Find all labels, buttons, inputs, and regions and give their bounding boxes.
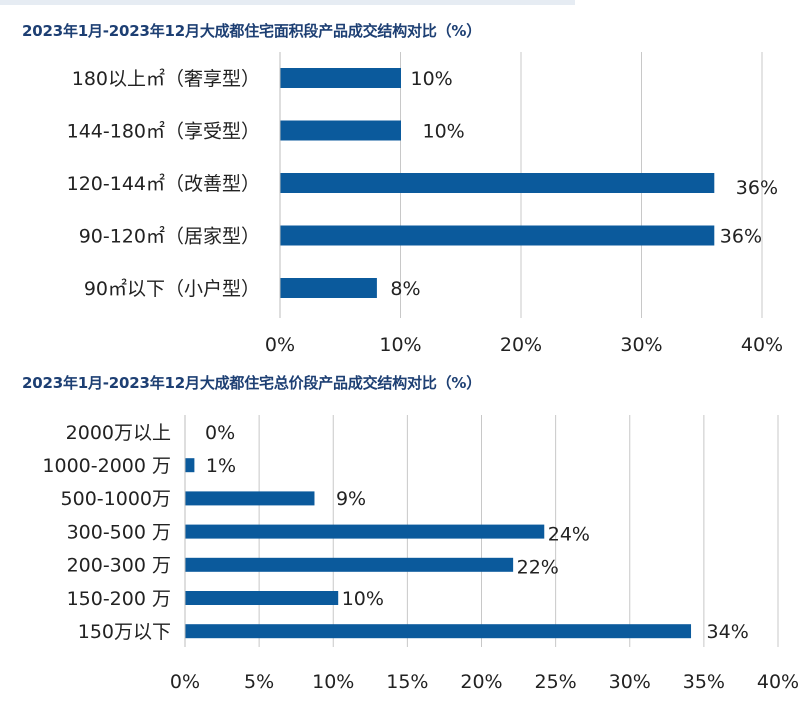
x-tick-label: 35% (683, 671, 725, 693)
x-tick-label: 25% (535, 671, 577, 693)
bar (185, 591, 339, 605)
x-tick-label: 20% (500, 334, 542, 356)
bar (280, 120, 401, 141)
category-label: 90-120㎡（居家型） (79, 224, 260, 247)
category-label: 150万以下 (78, 621, 171, 643)
area-structure-chart: 0% 10% 20% 30% 40% 180以上㎡（奢享型） 10% 144-180㎡（享受型… (67, 52, 783, 356)
category-label: 200-300 万 (67, 555, 171, 577)
top-divider (0, 0, 575, 5)
x-tick-label: 15% (386, 671, 428, 693)
bar (185, 458, 195, 473)
value-label: 10% (411, 68, 453, 90)
bar (280, 225, 715, 246)
category-label: 120-144㎡（改善型） (67, 172, 260, 195)
x-tick-label: 40% (741, 334, 783, 356)
x-tick-label: 40% (757, 671, 799, 693)
value-label: 8% (390, 278, 420, 300)
bar (185, 524, 545, 539)
x-tick-label: 0% (170, 671, 200, 693)
x-tick-label: 30% (620, 334, 662, 356)
chart2-title: 2023年1月-2023年12月大成都住宅总价段产品成交结构对比（%） (22, 374, 482, 392)
category-label: 1000-2000 万 (42, 455, 171, 477)
x-tick-label: 0% (265, 334, 295, 356)
value-label: 10% (342, 588, 384, 610)
value-label: 36% (720, 225, 762, 247)
x-tick-label: 30% (609, 671, 651, 693)
x-tick-label: 20% (460, 671, 502, 693)
category-label: 150-200 万 (67, 588, 171, 610)
value-label: 24% (548, 523, 590, 545)
bar (185, 491, 315, 506)
value-label: 10% (423, 120, 465, 142)
value-label: 1% (206, 455, 236, 477)
x-tick-label: 10% (379, 334, 421, 356)
chart1-title: 2023年1月-2023年12月大成都住宅面积段产品成交结构对比（%） (22, 22, 482, 40)
category-label: 90㎡以下（小户型） (84, 277, 260, 300)
category-label: 500-1000万 (61, 488, 171, 510)
category-label: 144-180㎡（享受型） (67, 119, 260, 142)
bar (185, 557, 514, 572)
bar (280, 68, 401, 88)
x-tick-label: 10% (312, 671, 354, 693)
bar (280, 173, 715, 193)
value-label: 34% (707, 621, 749, 643)
x-tick-label: 5% (244, 671, 274, 693)
category-label: 300-500 万 (67, 521, 171, 543)
category-label: 180以上㎡（奢享型） (72, 67, 260, 90)
value-label: 36% (736, 177, 778, 199)
category-label: 2000万以上 (66, 422, 171, 444)
value-label: 9% (336, 488, 366, 510)
value-label: 22% (517, 557, 559, 579)
bar (185, 624, 692, 639)
value-label: 0% (205, 422, 235, 444)
bar (280, 278, 377, 298)
